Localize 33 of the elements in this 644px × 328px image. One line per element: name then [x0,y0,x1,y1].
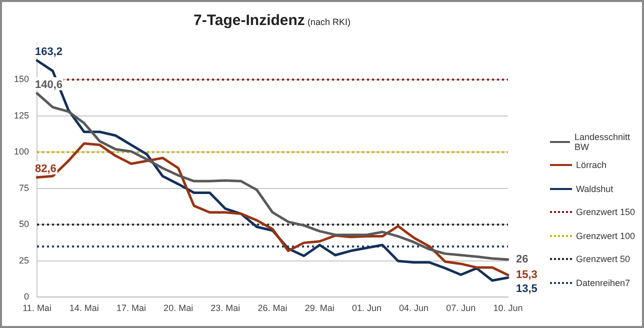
data-label: 15,3 [516,269,538,282]
y-tick-label: 125 [14,110,30,120]
x-tick-label: 20. Mai [164,303,194,314]
legend-label: Grenzwert 100 [576,230,636,241]
x-tick-label: 11. Mai [22,303,52,314]
data-label: 82,6 [35,162,56,175]
x-tick-label: 23. Mai [210,303,240,314]
legend-label: Landesschnitt BW [574,132,632,152]
legend-label: Waldshut [576,184,614,194]
data-label: 140,6 [35,78,63,91]
legend-label: Grenzwert 150 [576,207,636,218]
x-tick-label: 07. Jun [446,303,476,314]
y-tick-label: 100 [14,146,30,157]
legend-label: Grenzwert 50 [576,254,630,264]
y-tick-label: 50 [19,219,30,230]
x-tick-label: 29. Mai [304,303,334,314]
data-label: 13,5 [516,283,538,296]
data-label: 163,2 [35,46,63,58]
x-tick-label: 17. Mai [116,303,146,314]
data-label: 26 [516,254,528,266]
chart-subtitle: (nach RKI) [306,17,350,27]
y-tick-label: 25 [19,255,30,266]
y-tick-label: 150 [14,74,30,84]
y-tick-label: 0 [24,292,30,302]
x-tick-label: 10. Jun [493,303,523,314]
legend-label: Datenreihen7 [576,278,630,288]
x-tick-label: 01. Jun [352,303,382,314]
legend-label: Lörrach [576,160,607,170]
chart-title: 7-Tage-Inzidenz [194,12,305,29]
x-tick-label: 04. Jun [399,303,429,314]
x-tick-label: 14. Mai [69,303,99,314]
x-tick-label: 26. Mai [258,303,288,314]
y-tick-label: 75 [19,182,30,193]
